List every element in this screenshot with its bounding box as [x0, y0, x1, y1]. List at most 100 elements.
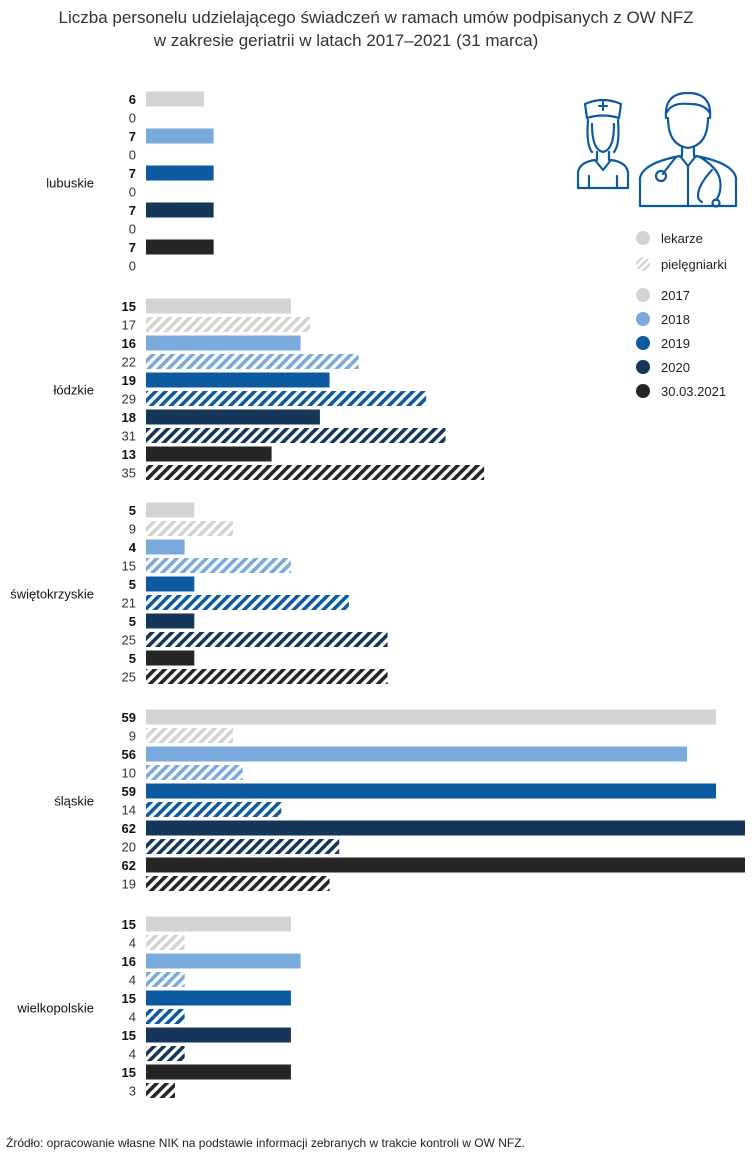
value-label: 7	[129, 166, 136, 181]
legend-marker	[636, 336, 650, 350]
category-label: śląskie	[54, 793, 94, 808]
bar-lekarze-3	[146, 820, 745, 836]
bar-pielegniarki-4	[146, 669, 388, 684]
value-label: 4	[129, 1047, 136, 1062]
bar-lekarze-3	[146, 1027, 291, 1043]
bar-lekarze-0	[146, 502, 195, 518]
nurse-icon	[576, 98, 630, 190]
value-label: 29	[122, 392, 136, 407]
bar-lekarze-4	[146, 446, 272, 462]
value-label: 6	[129, 92, 136, 107]
group-1: 15 17 16 22 19 29 18 31 13 35 łódzkie	[54, 298, 485, 481]
value-label: 16	[122, 954, 136, 969]
bar-pielegniarki-4	[146, 876, 330, 891]
legend-marker	[636, 312, 650, 326]
bar-pielegniarki-1	[146, 558, 291, 573]
value-label: 0	[129, 259, 136, 274]
bar-pielegniarki-0	[146, 521, 233, 536]
bar-lekarze-2	[146, 576, 195, 592]
value-label: 16	[122, 336, 136, 351]
value-label: 14	[122, 803, 136, 818]
bar-pielegniarki-2	[146, 391, 427, 406]
value-label: 10	[122, 766, 136, 781]
value-label: 56	[122, 747, 136, 762]
legend-label: 2018	[661, 312, 690, 327]
value-label: 22	[122, 355, 136, 370]
legend: lekarze pielęgniarki 2017 2018 2019 2020 30.03…	[636, 231, 727, 399]
value-label: 17	[122, 318, 136, 333]
bar-pielegniarki-2	[146, 1009, 185, 1024]
value-label: 5	[129, 577, 136, 592]
bar-lekarze-3	[146, 202, 214, 218]
bar-pielegniarki-2	[146, 802, 282, 817]
bar-pielegniarki-3	[146, 428, 446, 443]
bar-lekarze-2	[146, 990, 291, 1006]
value-label: 4	[129, 973, 136, 988]
value-label: 5	[129, 503, 136, 518]
value-label: 31	[122, 429, 136, 444]
bar-pielegniarki-1	[146, 972, 185, 987]
chart-title-line2: w zakresie geriatrii w latach 2017–2021 …	[153, 31, 539, 50]
bar-lekarze-2	[146, 372, 330, 388]
value-label: 4	[129, 936, 136, 951]
value-label: 4	[129, 540, 137, 555]
doctor-icon	[638, 91, 738, 208]
value-label: 5	[129, 651, 136, 666]
category-label: świętokrzyskie	[10, 586, 94, 601]
bar-lekarze-0	[146, 91, 204, 107]
value-label: 0	[129, 111, 136, 126]
bar-pielegniarki-2	[146, 595, 349, 610]
value-label: 7	[129, 129, 136, 144]
bar-pielegniarki-3	[146, 1046, 185, 1061]
chart-title: Liczba personelu udzielającego świadczeń…	[0, 6, 752, 52]
value-label: 21	[122, 596, 136, 611]
bar-lekarze-2	[146, 165, 214, 181]
value-label: 19	[122, 877, 136, 892]
chart-title-line1: Liczba personelu udzielającego świadczeń…	[58, 8, 694, 27]
bar-lekarze-1	[146, 128, 214, 144]
value-label: 15	[122, 1028, 136, 1043]
value-label: 3	[129, 1084, 136, 1099]
bar-lekarze-0	[146, 916, 291, 932]
group-4: 15 4 16 4 15 4 15 4 15 3 wielkopolskie	[16, 916, 301, 1099]
group-0: 6 0 7 0 7 0 7 0 7 0 lubuskie	[46, 91, 214, 274]
bar-lekarze-4	[146, 1064, 291, 1080]
bar-lekarze-3	[146, 613, 195, 629]
group-3: 59 9 56 10 59 14 62 20 62 19 śląskie	[54, 709, 745, 892]
bar-lekarze-1	[146, 539, 185, 555]
value-label: 7	[129, 240, 136, 255]
value-label: 13	[122, 447, 136, 462]
value-label: 19	[122, 373, 136, 388]
source-note: Źródło: opracowanie własne NIK na podsta…	[6, 1136, 525, 1150]
value-label: 7	[129, 203, 136, 218]
bar-lekarze-4	[146, 650, 195, 666]
bar-lekarze-3	[146, 409, 320, 425]
value-label: 15	[122, 559, 136, 574]
value-label: 35	[122, 466, 136, 481]
bar-lekarze-1	[146, 953, 301, 969]
value-label: 62	[122, 858, 136, 873]
bar-lekarze-1	[146, 335, 301, 351]
legend-label: 2020	[661, 360, 690, 375]
value-label: 59	[122, 784, 136, 799]
value-label: 0	[129, 185, 136, 200]
category-label: łódzkie	[54, 382, 94, 397]
legend-label: 2019	[661, 336, 690, 351]
bar-lekarze-1	[146, 746, 688, 762]
bar-pielegniarki-0	[146, 317, 311, 332]
value-label: 0	[129, 148, 136, 163]
value-label: 9	[129, 522, 136, 537]
bar-lekarze-0	[146, 709, 717, 725]
value-label: 62	[122, 821, 136, 836]
bar-pielegniarki-1	[146, 354, 359, 369]
bar-pielegniarki-0	[146, 728, 233, 743]
value-label: 59	[122, 710, 136, 725]
bar-pielegniarki-4	[146, 1083, 175, 1098]
bar-pielegniarki-0	[146, 935, 185, 950]
legend-marker	[636, 360, 650, 374]
value-label: 20	[122, 840, 136, 855]
value-label: 15	[122, 991, 136, 1006]
bar-pielegniarki-1	[146, 765, 243, 780]
legend-marker	[636, 231, 650, 245]
